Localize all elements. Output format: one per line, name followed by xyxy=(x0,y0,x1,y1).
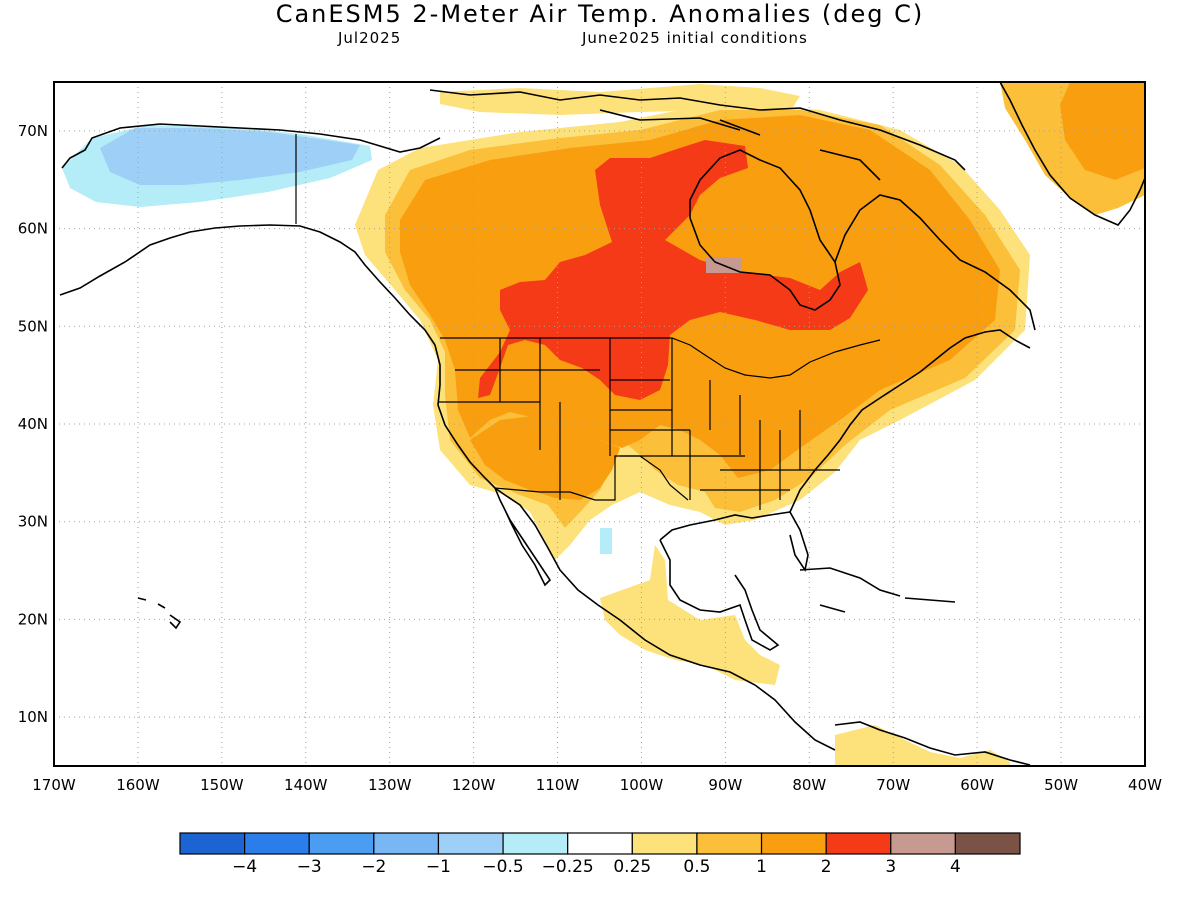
init-conditions-label: June2025 initial conditions xyxy=(582,29,808,47)
colorbar-swatch xyxy=(437,832,504,855)
southwest-warm-region xyxy=(470,415,620,500)
labrador-coast xyxy=(834,194,1036,331)
colorbar-label: −3 xyxy=(296,857,322,877)
colorbar-swatch xyxy=(890,832,956,855)
east-coast xyxy=(789,329,1031,513)
longitude-tick-label: 160W xyxy=(116,776,160,794)
valid-month-label: Jul2025 xyxy=(338,29,402,47)
colorbar-swatch xyxy=(954,832,1021,855)
colorbar-label: −4 xyxy=(232,857,258,877)
political-borders xyxy=(295,134,881,510)
latitude-tick-label: 50N xyxy=(18,317,48,335)
colorbar-swatch xyxy=(696,832,763,855)
longitude-tick-label: 50W xyxy=(1044,776,1078,794)
map-title: CanESM5 2-Meter Air Temp. Anomalies (deg… xyxy=(275,0,925,28)
cuba-and-caribbean xyxy=(799,567,956,613)
colorbar-label: 0.25 xyxy=(613,857,652,877)
latitude-tick-label: 40N xyxy=(18,415,48,433)
latitude-tick-label: 70N xyxy=(18,122,48,140)
anomaly-field xyxy=(62,82,1145,766)
longitude-tick-label: 60W xyxy=(960,776,994,794)
alaska-cooler-core xyxy=(100,128,360,185)
us-mexico-border xyxy=(494,455,689,501)
latitude-tick-labels: 70N 60N 50N 40N 30N 20N 10N xyxy=(18,122,48,726)
latitude-tick-label: 30N xyxy=(18,513,48,531)
longitude-tick-label: 90W xyxy=(708,776,742,794)
alaska-south-coast xyxy=(59,224,436,346)
arctic-islands xyxy=(429,89,966,181)
colorbar-label: −2 xyxy=(361,857,387,877)
colorbar-label: 4 xyxy=(949,857,961,877)
longitude-tick-label: 150W xyxy=(200,776,244,794)
coastlines xyxy=(59,82,1145,766)
latitude-tick-label: 20N xyxy=(18,610,48,628)
colorbar-label: −0.5 xyxy=(482,857,524,877)
colorbar xyxy=(179,832,1021,855)
longitude-tick-label: 40W xyxy=(1128,776,1162,794)
map-frame xyxy=(53,81,1146,767)
colorbar-label: 3 xyxy=(885,857,897,877)
arctic-warm-strip xyxy=(440,84,800,115)
colorbar-label: 2 xyxy=(820,857,832,877)
colorbar-swatch xyxy=(373,832,440,855)
colorbar-label: 1 xyxy=(756,857,767,877)
warm-very-strong-region xyxy=(478,140,868,400)
longitude-tick-label: 110W xyxy=(536,776,580,794)
colorbar-label: 0.5 xyxy=(683,857,711,877)
colorbar-swatch xyxy=(308,832,375,855)
longitude-tick-label: 70W xyxy=(876,776,910,794)
colorbar-swatch xyxy=(631,832,698,855)
longitude-tick-label: 80W xyxy=(792,776,826,794)
south-america-coast xyxy=(834,721,1031,766)
longitude-tick-label: 140W xyxy=(284,776,328,794)
colorbar-label: −0.25 xyxy=(541,857,594,877)
latitude-tick-label: 10N xyxy=(18,708,48,726)
baja-california xyxy=(494,487,552,587)
colorbar-swatch xyxy=(179,832,246,855)
pacific-coast xyxy=(434,344,836,751)
colorbar-swatch xyxy=(567,832,633,855)
greenland-strong-region xyxy=(1060,82,1145,180)
longitude-tick-label: 130W xyxy=(368,776,412,794)
mexico-warm-region xyxy=(600,545,780,685)
latitude-tick-label: 60N xyxy=(18,220,48,238)
colorbar-label: −1 xyxy=(425,857,451,877)
colorbar-swatch xyxy=(244,832,310,855)
colorbar-swatch xyxy=(502,832,569,855)
mexico-cool-spot xyxy=(600,528,612,554)
south-america-warm-region xyxy=(835,725,1010,766)
hawaii-islands xyxy=(137,597,182,630)
longitude-tick-label: 170W xyxy=(32,776,76,794)
longitude-tick-label: 100W xyxy=(620,776,664,794)
colorbar-swatch xyxy=(825,832,892,855)
longitude-tick-labels: 170W 160W 150W 140W 130W 120W 110W 100W 90W 80W 70… xyxy=(32,776,1162,794)
colorbar-swatch xyxy=(760,832,827,855)
longitude-tick-label: 120W xyxy=(452,776,496,794)
alaska-coastline xyxy=(61,123,441,169)
gridlines xyxy=(54,82,1145,766)
us-state-lines xyxy=(438,338,840,510)
greenland-coast xyxy=(999,82,1145,226)
